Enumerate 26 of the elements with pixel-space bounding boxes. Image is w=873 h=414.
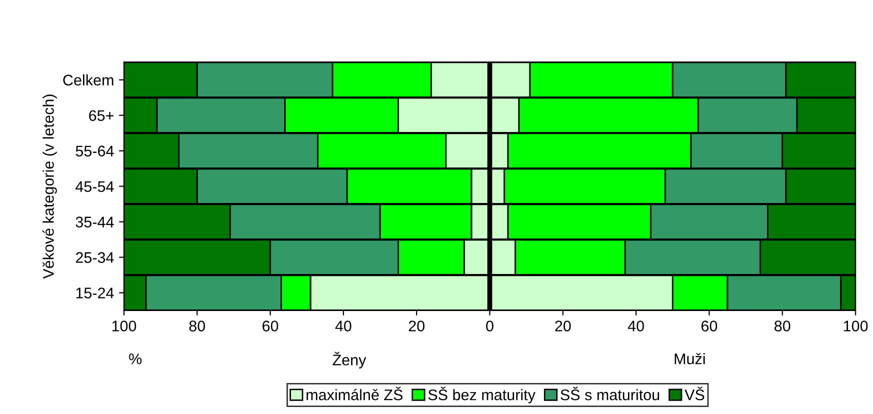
legend-label: maximálně ZŠ — [306, 386, 402, 400]
legend-label: SŠ bez maturity — [428, 386, 536, 404]
text: % — [129, 354, 142, 364]
text: Ženy — [332, 352, 366, 368]
x-tick-label: 60 — [262, 320, 278, 332]
x-tick-label: 80 — [189, 320, 206, 332]
text: Muži — [674, 353, 705, 364]
y-tick-label: 45-54 — [76, 181, 114, 192]
y-axis-title: Věkové kategorie (v letech) — [42, 94, 57, 279]
x-tick-label: 20 — [408, 320, 424, 332]
legend-label: SŠ s maturitou — [560, 386, 660, 400]
y-tick-label: 15-24 — [76, 288, 114, 298]
x-tick-label: 60 — [702, 320, 718, 332]
x-tick-label: 80 — [774, 320, 790, 332]
y-tick-label: 55-64 — [76, 146, 114, 156]
y-tick-label: 25-34 — [76, 252, 114, 263]
y-tick-label: 65+ — [89, 110, 114, 122]
x-tick-label: 40 — [628, 320, 644, 332]
legend-label: VŠ — [684, 386, 704, 400]
y-tick-label: Celkem — [63, 74, 114, 86]
x-tick-label: 100 — [844, 320, 868, 332]
x-tick-label: 100 — [112, 320, 136, 332]
x-tick-label: 0 — [486, 320, 494, 332]
x-tick-label: 20 — [555, 320, 571, 332]
y-tick-label: 35-44 — [76, 216, 114, 228]
x-tick-label: 40 — [335, 320, 352, 332]
